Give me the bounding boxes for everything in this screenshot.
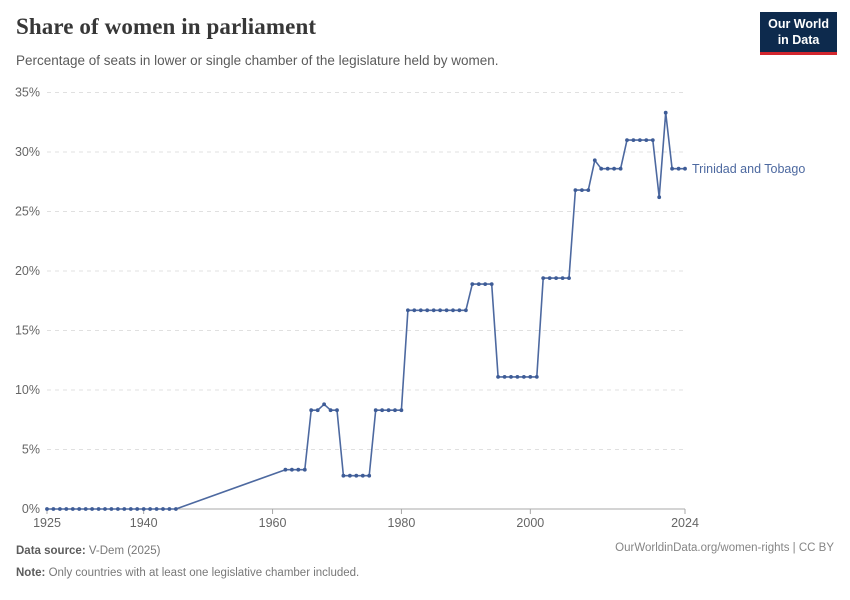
y-axis-tick-label: 5% — [22, 443, 40, 457]
data-source-line: Data source: V-Dem (2025) — [16, 545, 161, 557]
y-axis-tick-label: 20% — [15, 264, 40, 278]
owid-logo-line1: Our World — [768, 17, 829, 31]
footer-url-license[interactable]: OurWorldinData.org/women-rights | CC BY — [615, 542, 834, 554]
series-end-label: Trinidad and Tobago — [692, 162, 805, 176]
series-line — [46, 111, 686, 510]
owid-logo-line2: in Data — [777, 32, 820, 47]
chart-subtitle: Percentage of seats in lower or single c… — [16, 53, 499, 68]
chart-footer: Data source: V-Dem (2025) Note: Only cou… — [16, 541, 834, 585]
y-axis-tick-label: 25% — [15, 205, 40, 219]
y-axis-tick-label: 0% — [22, 502, 40, 516]
y-axis-tick-label: 15% — [15, 324, 40, 338]
x-axis-tick-label: 1960 — [259, 516, 287, 530]
page-title: Share of women in parliament — [16, 14, 317, 39]
x-axis-tick-label: 2000 — [516, 516, 544, 530]
series-markers — [45, 110, 687, 511]
x-axis: 1925 1940 1960 1980 2000 2024 — [33, 509, 699, 530]
owid-logo[interactable]: Our World in Data — [760, 12, 837, 56]
y-axis-tick-label: 35% — [15, 86, 40, 100]
x-axis-tick-label: 2024 — [671, 516, 699, 530]
note-line: Note: Only countries with at least one l… — [16, 566, 360, 579]
x-axis-tick-label: 1925 — [33, 516, 61, 530]
y-axis-tick-label: 10% — [15, 383, 40, 397]
x-axis-tick-label: 1940 — [130, 516, 158, 530]
footer-notes: Data source: V-Dem (2025) Note: Only cou… — [16, 541, 359, 585]
x-axis-tick-label: 1980 — [388, 516, 416, 530]
gridlines: 0% 5% 10% 15% 20% 25% 30% 35% — [15, 86, 685, 516]
y-axis-tick-label: 30% — [15, 145, 40, 159]
